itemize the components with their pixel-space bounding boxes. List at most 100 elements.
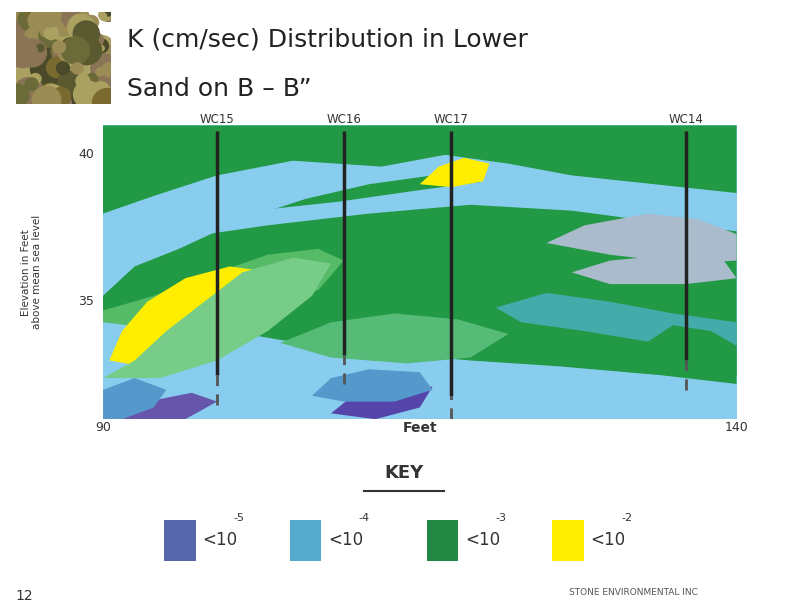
Circle shape <box>53 37 83 66</box>
Circle shape <box>29 11 48 31</box>
Text: Sand on B – B”: Sand on B – B” <box>127 77 311 101</box>
Circle shape <box>18 6 44 31</box>
Circle shape <box>60 24 78 42</box>
Circle shape <box>28 93 41 106</box>
Circle shape <box>37 35 60 57</box>
Polygon shape <box>103 125 737 214</box>
Circle shape <box>88 42 113 67</box>
Circle shape <box>24 26 50 51</box>
Circle shape <box>87 28 95 35</box>
Text: 140: 140 <box>725 421 748 434</box>
Circle shape <box>93 89 122 118</box>
Circle shape <box>67 58 89 80</box>
Circle shape <box>39 98 49 108</box>
Circle shape <box>87 73 97 83</box>
Circle shape <box>68 59 77 67</box>
Circle shape <box>42 22 51 31</box>
Circle shape <box>17 64 29 76</box>
Circle shape <box>68 76 99 105</box>
Circle shape <box>25 7 45 28</box>
Bar <box>427 520 458 561</box>
Circle shape <box>51 88 70 105</box>
Polygon shape <box>103 378 166 419</box>
Circle shape <box>89 74 97 83</box>
Circle shape <box>90 54 120 83</box>
Circle shape <box>13 90 21 97</box>
Text: <10: <10 <box>328 531 364 549</box>
Circle shape <box>75 43 97 63</box>
Circle shape <box>91 81 110 100</box>
Circle shape <box>23 47 40 64</box>
Circle shape <box>96 68 105 76</box>
Bar <box>290 520 322 561</box>
Circle shape <box>67 48 78 59</box>
Circle shape <box>56 62 70 75</box>
Circle shape <box>10 1 36 26</box>
Circle shape <box>54 48 67 61</box>
Circle shape <box>54 95 71 111</box>
Circle shape <box>17 40 32 54</box>
Circle shape <box>104 55 116 67</box>
Circle shape <box>24 91 44 110</box>
Circle shape <box>62 37 89 64</box>
Circle shape <box>40 35 62 56</box>
Circle shape <box>58 40 82 62</box>
Circle shape <box>85 15 98 29</box>
Polygon shape <box>483 372 737 419</box>
Circle shape <box>56 8 68 19</box>
Circle shape <box>66 54 76 64</box>
Circle shape <box>99 92 109 103</box>
Polygon shape <box>103 176 737 384</box>
Circle shape <box>40 83 59 102</box>
Circle shape <box>70 54 78 61</box>
Circle shape <box>53 15 74 36</box>
Text: -2: -2 <box>621 512 632 523</box>
Text: STONE ENVIRONMENTAL INC: STONE ENVIRONMENTAL INC <box>569 588 698 597</box>
Circle shape <box>97 58 109 69</box>
Circle shape <box>17 15 37 35</box>
Circle shape <box>46 15 52 21</box>
Circle shape <box>76 75 89 88</box>
Circle shape <box>44 89 73 117</box>
Circle shape <box>21 70 36 84</box>
Text: <10: <10 <box>590 531 626 549</box>
Circle shape <box>71 32 99 59</box>
Circle shape <box>82 76 92 86</box>
Circle shape <box>27 63 37 73</box>
Circle shape <box>6 84 29 106</box>
Text: <10: <10 <box>203 531 238 549</box>
Circle shape <box>62 38 78 54</box>
Text: <10: <10 <box>465 531 500 549</box>
Text: K (cm/sec) Distribution in Lower: K (cm/sec) Distribution in Lower <box>127 28 527 51</box>
Text: WC15: WC15 <box>200 113 234 125</box>
Circle shape <box>67 14 95 40</box>
Circle shape <box>89 26 98 35</box>
Circle shape <box>75 86 92 102</box>
Circle shape <box>33 7 50 24</box>
Circle shape <box>13 59 36 81</box>
Text: Feet: Feet <box>402 421 437 435</box>
Circle shape <box>24 94 41 111</box>
Circle shape <box>36 44 44 51</box>
Polygon shape <box>109 266 287 369</box>
Circle shape <box>17 39 47 67</box>
Polygon shape <box>109 393 217 419</box>
Circle shape <box>58 80 83 105</box>
Circle shape <box>98 45 105 51</box>
Polygon shape <box>103 178 737 255</box>
Circle shape <box>36 89 66 116</box>
Polygon shape <box>103 258 331 378</box>
Circle shape <box>72 36 101 65</box>
Polygon shape <box>496 293 737 354</box>
Circle shape <box>29 45 44 61</box>
Circle shape <box>25 43 48 65</box>
Text: WC14: WC14 <box>668 113 703 125</box>
Text: 35: 35 <box>78 295 94 308</box>
Circle shape <box>86 35 115 63</box>
Polygon shape <box>103 249 344 331</box>
Circle shape <box>12 39 25 52</box>
Circle shape <box>32 7 47 22</box>
Circle shape <box>13 59 42 87</box>
Circle shape <box>39 2 66 28</box>
Circle shape <box>59 53 82 75</box>
